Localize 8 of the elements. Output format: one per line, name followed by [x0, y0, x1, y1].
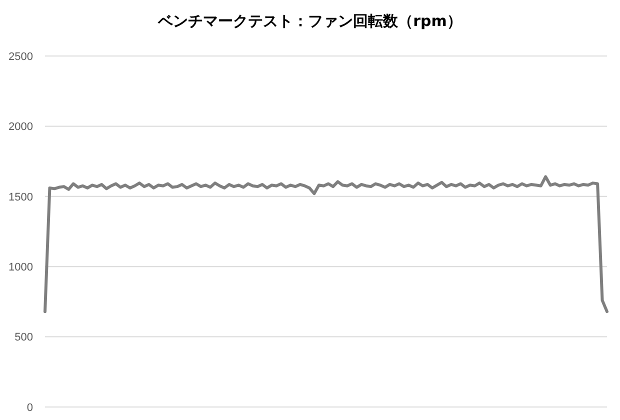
line-series: [44, 175, 608, 314]
y-tick-label: 1500: [8, 191, 33, 204]
y-tick-label: 2500: [8, 50, 33, 63]
y-tick-label: 1000: [8, 261, 33, 274]
y-tick-label: 0: [26, 402, 33, 414]
y-tick-label: 2000: [8, 121, 33, 134]
y-tick-label: 500: [14, 332, 33, 344]
chart-title: ベンチマークテスト：ファン回転数（rpm）: [157, 12, 462, 30]
